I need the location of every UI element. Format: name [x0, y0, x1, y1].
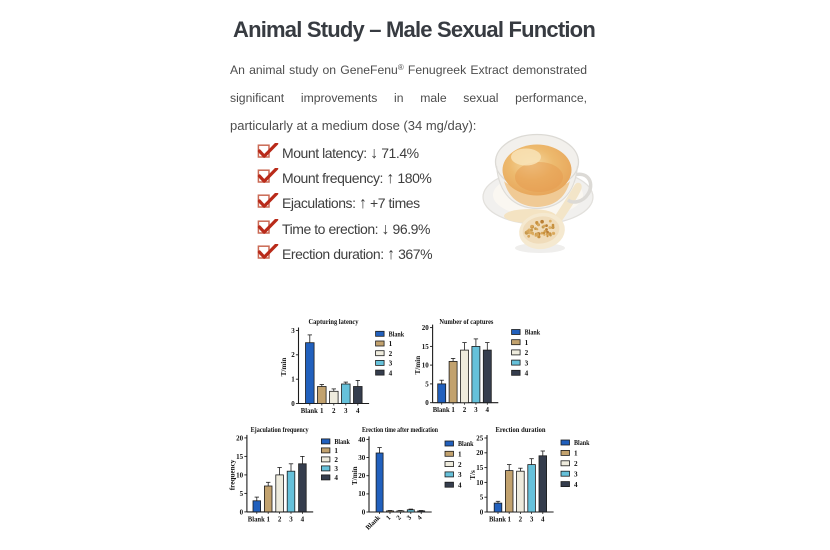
svg-text:4: 4: [334, 474, 338, 482]
svg-text:1: 1: [266, 515, 270, 523]
svg-text:2: 2: [332, 407, 336, 415]
svg-text:2: 2: [395, 514, 403, 522]
svg-text:15: 15: [236, 453, 244, 461]
svg-text:2: 2: [389, 350, 393, 358]
svg-text:5: 5: [425, 380, 429, 388]
svg-text:1: 1: [507, 516, 511, 524]
svg-text:30: 30: [358, 454, 366, 462]
svg-text:4: 4: [525, 370, 529, 378]
svg-text:Blank: Blank: [248, 515, 265, 523]
svg-text:3: 3: [291, 327, 295, 335]
svg-text:10: 10: [236, 471, 244, 479]
svg-text:Erection duration: Erection duration: [496, 425, 547, 434]
svg-text:4: 4: [389, 369, 393, 377]
svg-text:25: 25: [476, 434, 484, 442]
svg-text:4: 4: [416, 514, 424, 522]
svg-text:Blank: Blank: [574, 439, 590, 447]
svg-text:1: 1: [574, 450, 578, 458]
svg-text:T/s: T/s: [469, 470, 477, 480]
svg-text:1: 1: [291, 376, 295, 384]
svg-text:2: 2: [278, 515, 282, 523]
svg-text:20: 20: [236, 434, 244, 442]
svg-text:0: 0: [240, 508, 244, 516]
svg-text:20: 20: [476, 449, 484, 457]
svg-text:3: 3: [530, 516, 534, 524]
svg-text:0: 0: [425, 399, 429, 407]
svg-text:frequency: frequency: [229, 459, 237, 490]
svg-text:3: 3: [574, 470, 578, 478]
svg-text:Blank: Blank: [365, 514, 382, 531]
svg-text:4: 4: [574, 481, 578, 489]
svg-text:15: 15: [422, 343, 430, 351]
svg-text:2: 2: [458, 461, 462, 469]
svg-text:Blank: Blank: [389, 331, 405, 339]
svg-text:20: 20: [358, 472, 366, 480]
svg-text:10: 10: [476, 479, 484, 487]
svg-text:4: 4: [301, 515, 305, 523]
svg-text:1: 1: [525, 339, 529, 347]
svg-text:3: 3: [289, 515, 293, 523]
svg-text:5: 5: [480, 494, 484, 502]
svg-text:2: 2: [291, 351, 295, 359]
svg-text:Capturing latency: Capturing latency: [309, 317, 359, 326]
svg-text:3: 3: [458, 471, 462, 479]
svg-text:0: 0: [362, 508, 366, 516]
svg-text:3: 3: [344, 407, 348, 415]
svg-text:1: 1: [385, 514, 393, 522]
svg-text:Erection time after medication: Erection time after medication: [362, 425, 439, 434]
svg-text:15: 15: [476, 464, 484, 472]
svg-text:3: 3: [389, 360, 393, 368]
svg-text:3: 3: [334, 465, 338, 473]
svg-text:4: 4: [356, 407, 360, 415]
svg-text:4: 4: [486, 406, 490, 414]
svg-text:Blank: Blank: [458, 440, 474, 448]
svg-text:3: 3: [525, 359, 529, 367]
svg-text:Ejaculation frequency: Ejaculation frequency: [251, 425, 309, 434]
svg-text:Blank: Blank: [489, 516, 506, 524]
svg-text:20: 20: [422, 324, 430, 332]
svg-text:10: 10: [358, 490, 366, 498]
svg-text:Blank: Blank: [301, 407, 318, 415]
svg-text:4: 4: [541, 516, 545, 524]
svg-text:Blank: Blank: [433, 406, 450, 414]
svg-text:1: 1: [451, 406, 455, 414]
svg-text:1: 1: [389, 340, 393, 348]
svg-text:4: 4: [458, 481, 462, 489]
svg-text:1: 1: [458, 451, 462, 459]
svg-text:2: 2: [334, 456, 338, 464]
svg-text:T/min: T/min: [280, 358, 288, 377]
svg-text:T/min: T/min: [351, 466, 359, 485]
svg-text:1: 1: [334, 447, 338, 455]
svg-text:Blank: Blank: [525, 329, 541, 337]
svg-text:2: 2: [525, 349, 529, 357]
svg-text:T/min: T/min: [414, 356, 422, 375]
svg-text:0: 0: [480, 508, 484, 516]
svg-text:Blank: Blank: [334, 438, 350, 446]
svg-text:2: 2: [574, 460, 578, 468]
svg-text:2: 2: [463, 406, 467, 414]
svg-text:5: 5: [240, 490, 244, 498]
svg-text:3: 3: [406, 514, 414, 522]
svg-text:2: 2: [519, 516, 523, 524]
svg-text:Number of captures: Number of captures: [439, 317, 493, 326]
svg-text:10: 10: [422, 362, 430, 370]
svg-text:3: 3: [474, 406, 478, 414]
svg-text:40: 40: [358, 436, 366, 444]
svg-text:0: 0: [291, 400, 295, 408]
svg-text:1: 1: [320, 407, 324, 415]
